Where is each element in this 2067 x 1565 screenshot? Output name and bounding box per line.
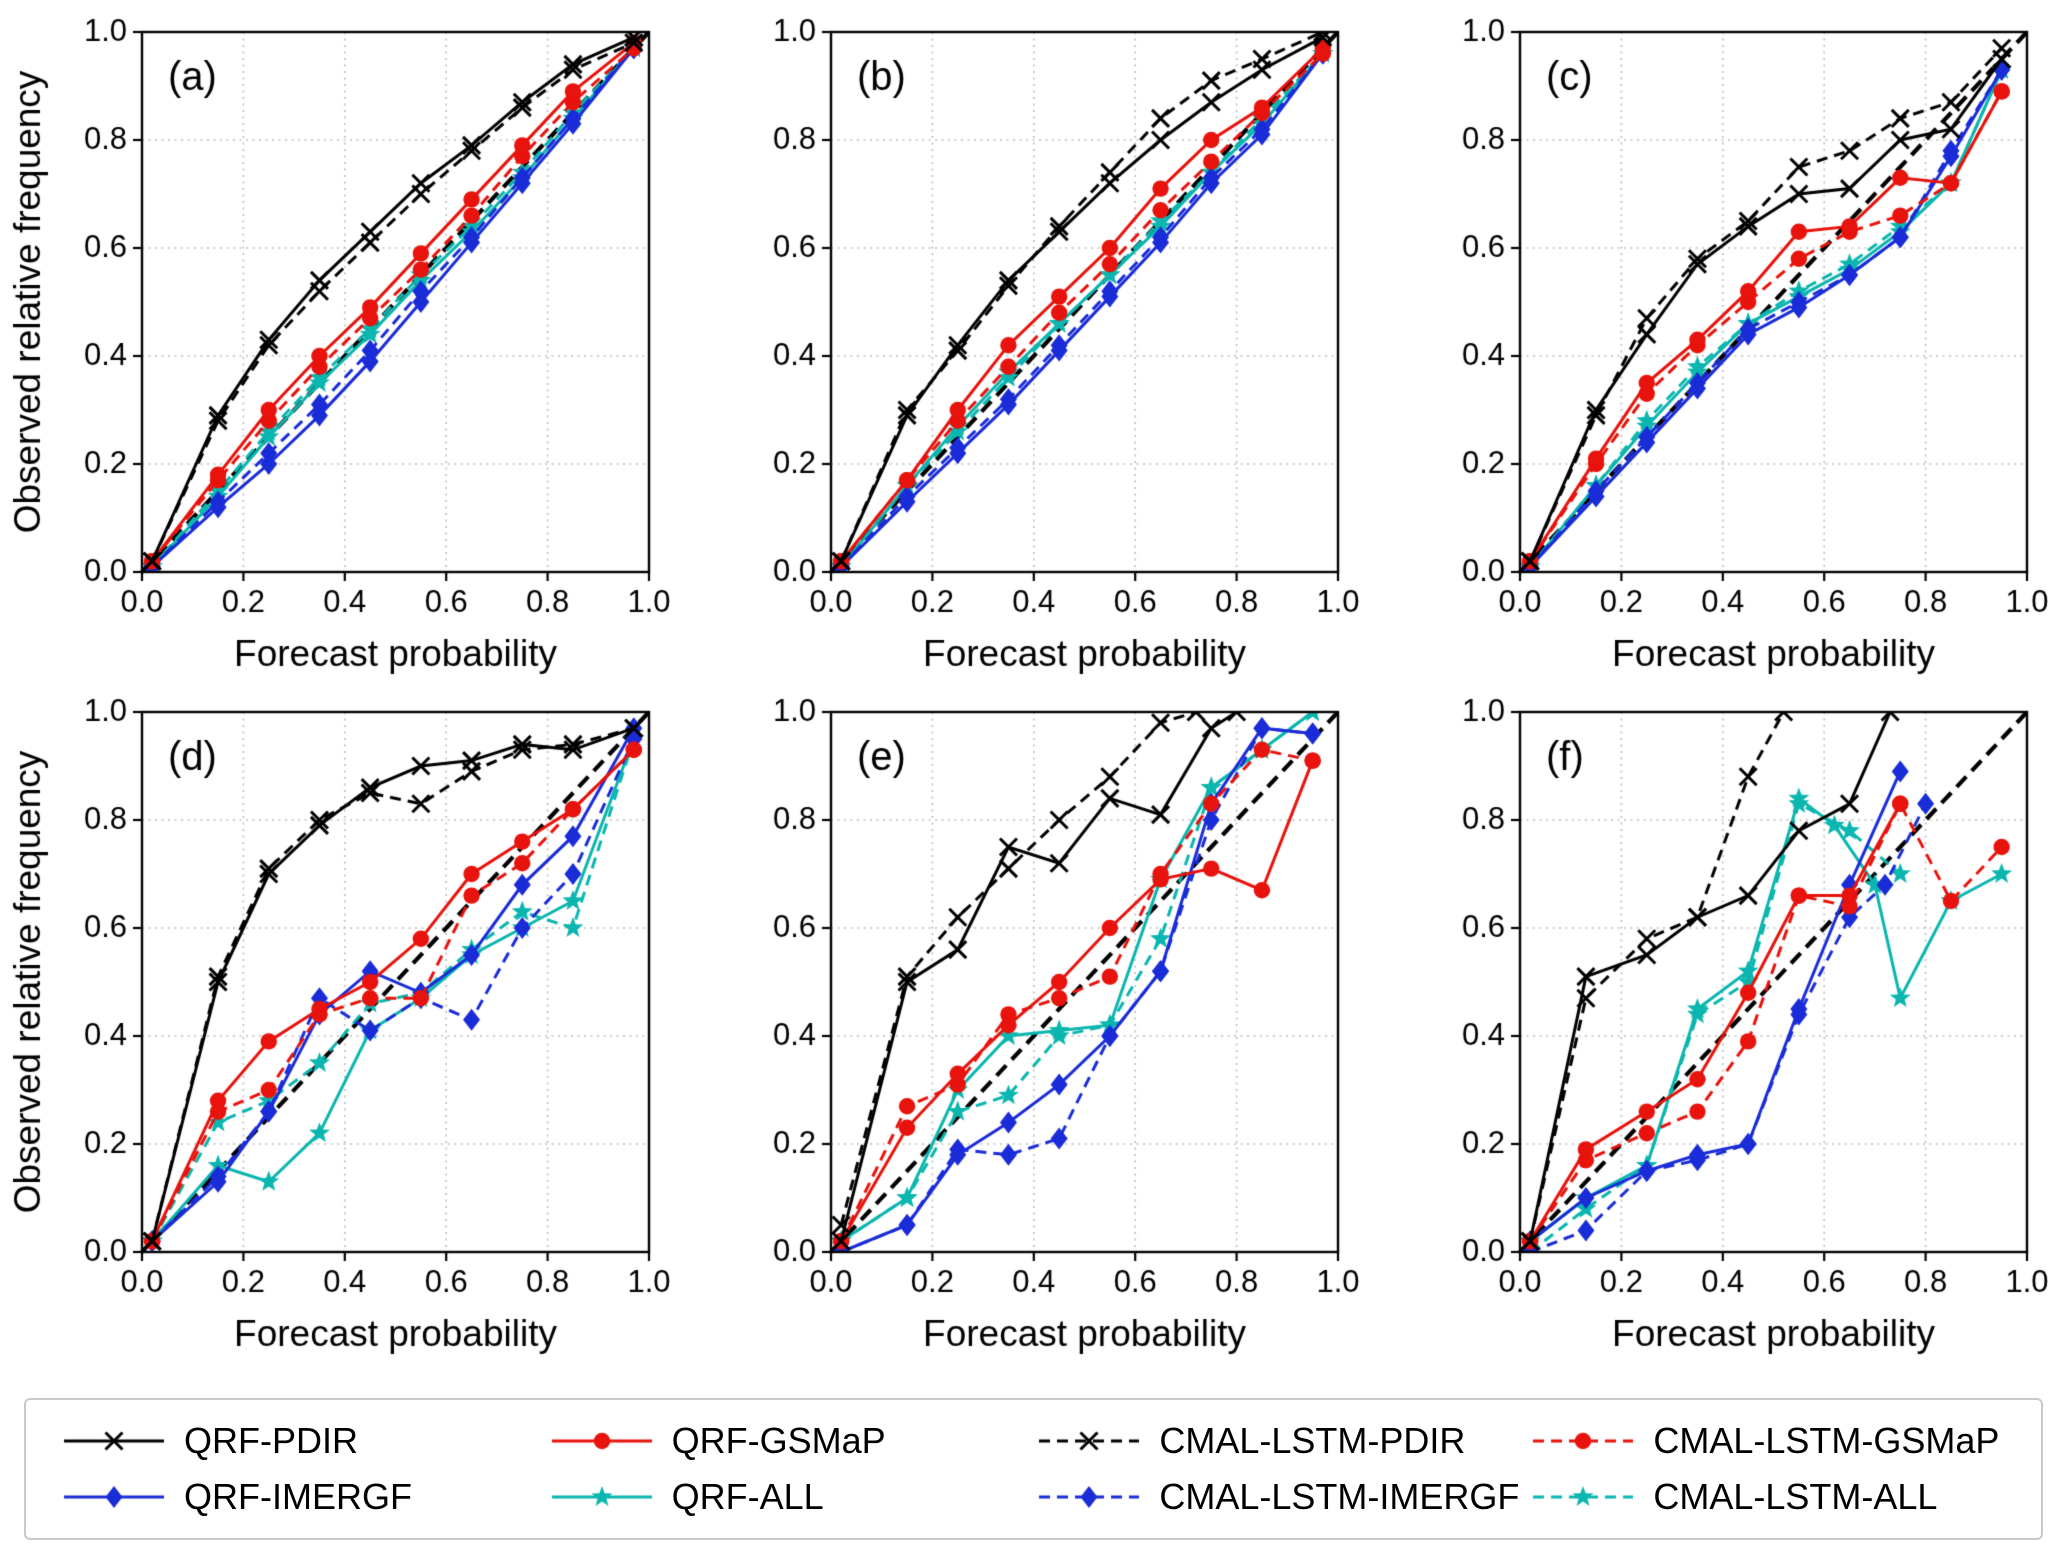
legend-item-qrf-all: QRF-ALL: [547, 1476, 1026, 1518]
panel-d: [0, 692, 689, 1372]
legend-label: CMAL-LSTM-PDIR: [1159, 1420, 1466, 1461]
legend-label: QRF-PDIR: [184, 1420, 358, 1461]
panel-b: [689, 12, 1378, 692]
legend-item-cmal-lstm-all: CMAL-LSTM-ALL: [1529, 1476, 2007, 1518]
legend-label: CMAL-LSTM-IMERGF: [1159, 1476, 1520, 1517]
legend-label: CMAL-LSTM-ALL: [1653, 1476, 1938, 1517]
black-solid-x-line-icon: [60, 1422, 168, 1460]
legend-label: CMAL-LSTM-GSMaP: [1653, 1420, 2000, 1461]
legend-item-cmal-lstm-gsmap: CMAL-LSTM-GSMaP: [1529, 1420, 2007, 1462]
red-solid-circle-line-icon: [547, 1422, 656, 1460]
legend-label: QRF-ALL: [671, 1476, 824, 1517]
panel-b-canvas: [689, 12, 1378, 692]
legend-item-qrf-pdir: QRF-PDIR: [60, 1420, 538, 1462]
panel-a: [0, 12, 689, 692]
teal-solid-star-line-icon: [547, 1478, 656, 1516]
panel-e-canvas: [689, 692, 1378, 1372]
panel-a-canvas: [0, 12, 689, 692]
chart-row-top: [0, 12, 2067, 692]
red-dashed-circle-line-icon: [1529, 1422, 1638, 1460]
blue-dashed-diamond-line-icon: [1035, 1478, 1144, 1516]
chart-row-bottom: [0, 692, 2067, 1372]
legend-item-cmal-lstm-pdir: CMAL-LSTM-PDIR: [1035, 1420, 1519, 1462]
legend: QRF-PDIR QRF-GSMaP CMAL-LSTM-PDIR CMAL-L…: [24, 1398, 2043, 1540]
blue-solid-diamond-line-icon: [60, 1478, 168, 1516]
legend-item-qrf-imergf: QRF-IMERGF: [60, 1476, 538, 1518]
legend-item-cmal-lstm-imergf: CMAL-LSTM-IMERGF: [1035, 1476, 1519, 1518]
legend-item-qrf-gsmap: QRF-GSMaP: [547, 1420, 1026, 1462]
panel-e: [689, 692, 1378, 1372]
panel-f: [1378, 692, 2067, 1372]
legend-label: QRF-IMERGF: [184, 1476, 412, 1517]
panel-c: [1378, 12, 2067, 692]
teal-dashed-star-line-icon: [1529, 1478, 1638, 1516]
black-dashed-x-line-icon: [1035, 1422, 1144, 1460]
legend-label: QRF-GSMaP: [671, 1420, 886, 1461]
panel-f-canvas: [1378, 692, 2067, 1372]
panel-c-canvas: [1378, 12, 2067, 692]
panel-d-canvas: [0, 692, 689, 1372]
